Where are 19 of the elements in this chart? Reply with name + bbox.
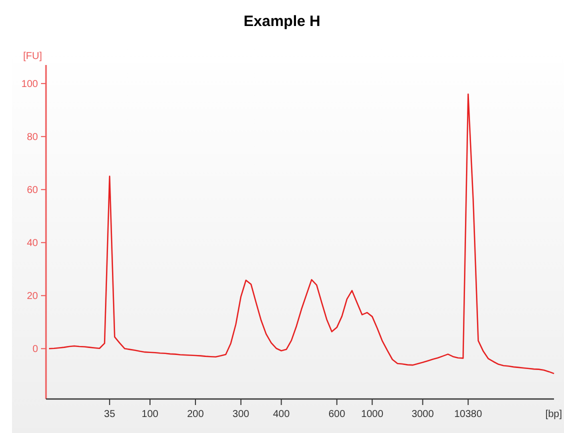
y-tick-label: 100: [21, 79, 38, 90]
x-tick-label: 3000: [412, 409, 434, 420]
x-tick-label: 100: [142, 409, 159, 420]
x-axis-title: [bp]: [545, 409, 562, 420]
x-tick-label: 35: [104, 409, 116, 420]
y-tick-label: 60: [26, 185, 38, 196]
line-series: [48, 94, 555, 374]
x-tick-label: 200: [187, 409, 204, 420]
x-tick-label: 400: [272, 409, 290, 420]
x-tick-label: 300: [232, 409, 250, 420]
y-axis-title: [FU]: [23, 51, 42, 62]
x-tick-label: 1000: [361, 409, 384, 420]
y-tick-label: 0: [32, 344, 38, 356]
y-tick-label: 80: [26, 132, 38, 144]
x-tick-label: 10380: [454, 409, 482, 420]
y-tick-label: 40: [26, 238, 38, 250]
y-tick-label: 20: [26, 291, 38, 302]
x-tick-label: 600: [328, 409, 346, 420]
chart-title: Example H: [244, 13, 320, 30]
